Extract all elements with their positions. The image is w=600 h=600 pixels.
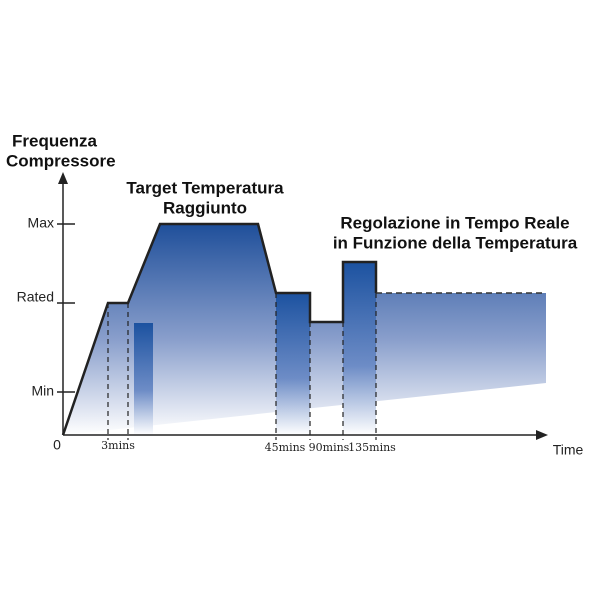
block bbox=[134, 323, 153, 435]
annotation: Regolazione in Tempo Reale bbox=[340, 213, 569, 232]
y-label: Min bbox=[31, 383, 54, 399]
frequency-line bbox=[61, 222, 378, 436]
block bbox=[276, 293, 310, 435]
x-arrow bbox=[536, 430, 548, 440]
x-title: Time bbox=[553, 442, 584, 458]
block bbox=[343, 262, 376, 435]
y-title: Compressore bbox=[6, 151, 116, 170]
x-label: 90mins bbox=[309, 441, 350, 454]
y-arrow bbox=[58, 172, 68, 184]
annotation: Raggiunto bbox=[163, 198, 247, 217]
annotation: Target Temperatura bbox=[126, 178, 284, 197]
y-label: Max bbox=[28, 215, 54, 231]
x-label: 3mins bbox=[101, 439, 135, 452]
x-label: 135mins bbox=[348, 441, 396, 454]
guides bbox=[107, 293, 377, 440]
origin-label: 0 bbox=[53, 437, 61, 453]
y-label: Rated bbox=[17, 289, 54, 305]
y-title: Frequenza bbox=[12, 131, 98, 150]
x-label: 45mins bbox=[265, 441, 306, 454]
annotation: in Funzione della Temperatura bbox=[333, 233, 578, 252]
